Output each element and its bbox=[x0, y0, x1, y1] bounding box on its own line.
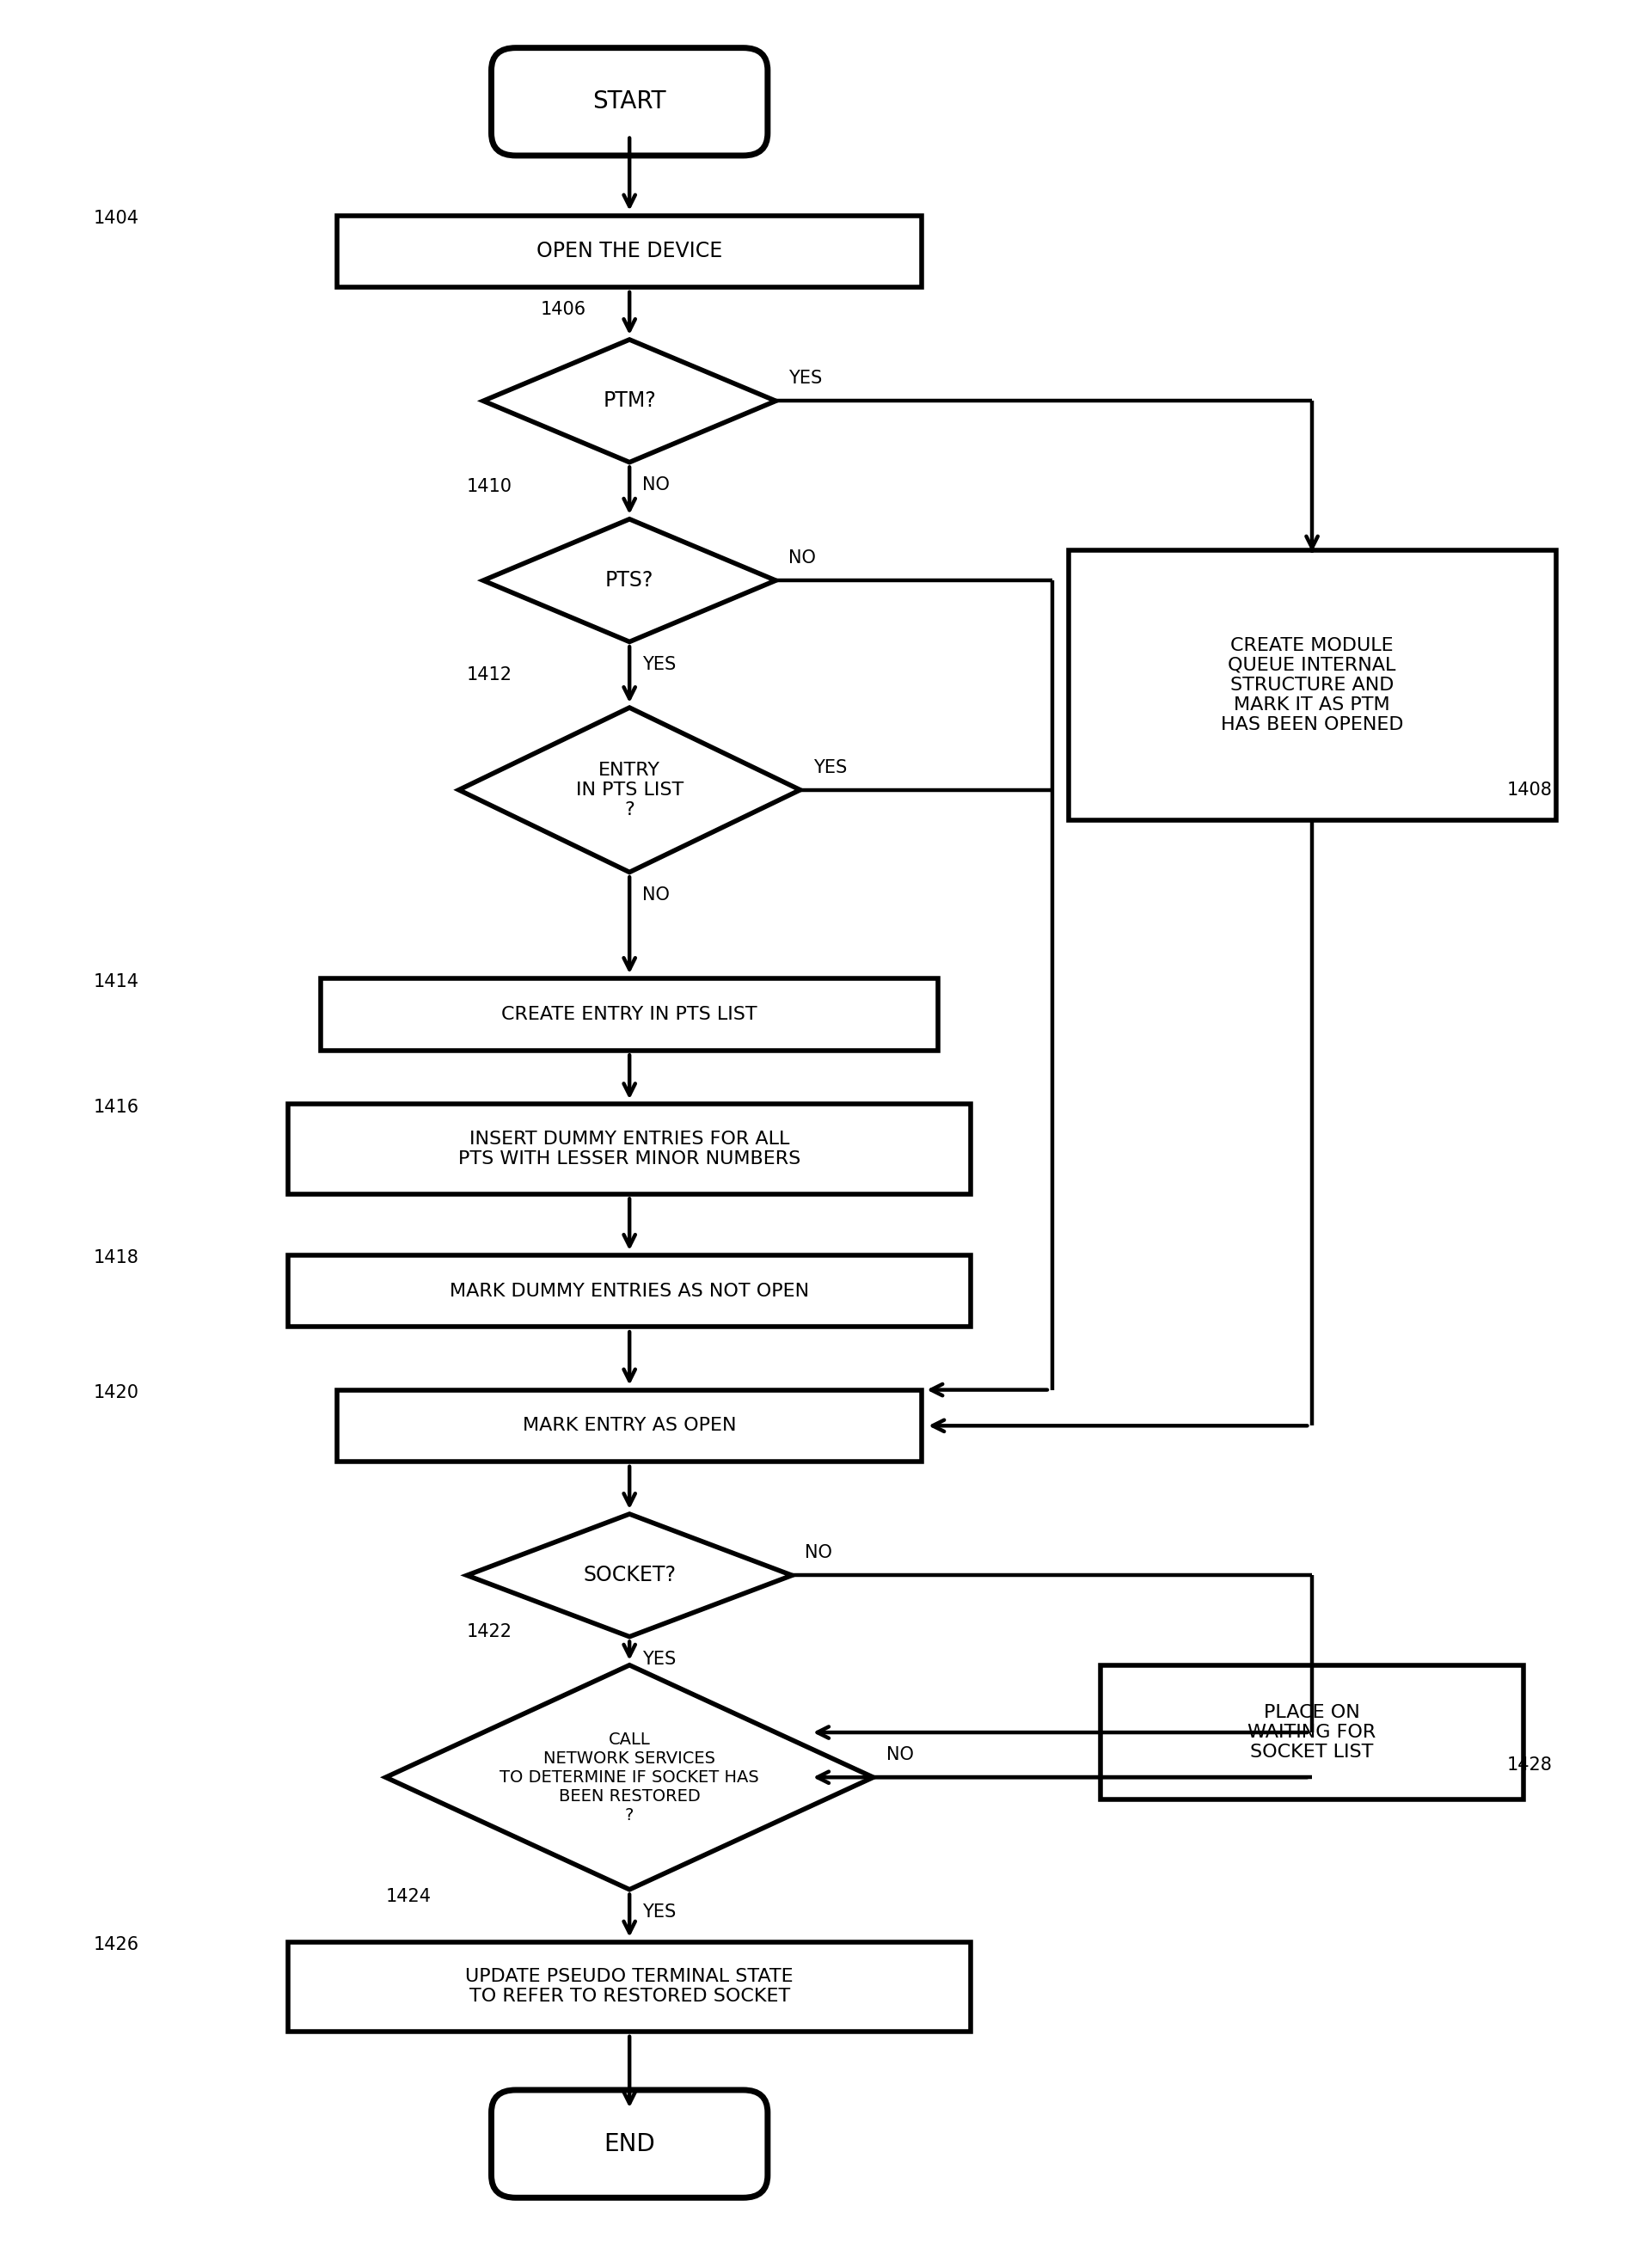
Text: 1420: 1420 bbox=[94, 1383, 139, 1402]
Text: MARK DUMMY ENTRIES AS NOT OPEN: MARK DUMMY ENTRIES AS NOT OPEN bbox=[450, 1281, 810, 1300]
Text: 1422: 1422 bbox=[467, 1624, 513, 1640]
Bar bbox=[289, 1105, 971, 1193]
Text: END: END bbox=[604, 2132, 655, 2157]
Polygon shape bbox=[483, 519, 775, 642]
Bar bbox=[1102, 1665, 1524, 1801]
Text: MARK ENTRY AS OPEN: MARK ENTRY AS OPEN bbox=[523, 1418, 737, 1433]
Bar bbox=[320, 978, 938, 1050]
Text: INSERT DUMMY ENTRIES FOR ALL
PTS WITH LESSER MINOR NUMBERS: INSERT DUMMY ENTRIES FOR ALL PTS WITH LE… bbox=[458, 1129, 801, 1168]
Text: NO: NO bbox=[643, 887, 669, 903]
Text: NO: NO bbox=[886, 1746, 914, 1765]
Text: 1418: 1418 bbox=[94, 1250, 139, 1268]
Text: YES: YES bbox=[813, 760, 848, 776]
Text: YES: YES bbox=[643, 1651, 676, 1667]
Bar bbox=[289, 1941, 971, 2032]
Text: NO: NO bbox=[805, 1545, 833, 1560]
Text: 1416: 1416 bbox=[94, 1098, 139, 1116]
Text: SOCKET?: SOCKET? bbox=[584, 1565, 676, 1585]
Polygon shape bbox=[483, 340, 775, 463]
Text: 1424: 1424 bbox=[386, 1889, 432, 1905]
Text: NO: NO bbox=[643, 476, 669, 494]
Text: YES: YES bbox=[643, 655, 676, 674]
Text: 1408: 1408 bbox=[1507, 780, 1552, 798]
Text: 1428: 1428 bbox=[1507, 1758, 1552, 1774]
Text: PTS?: PTS? bbox=[605, 569, 653, 590]
Text: CREATE ENTRY IN PTS LIST: CREATE ENTRY IN PTS LIST bbox=[501, 1005, 757, 1023]
Text: CALL
NETWORK SERVICES
TO DETERMINE IF SOCKET HAS
BEEN RESTORED
?: CALL NETWORK SERVICES TO DETERMINE IF SO… bbox=[500, 1730, 759, 1823]
Text: UPDATE PSEUDO TERMINAL STATE
TO REFER TO RESTORED SOCKET: UPDATE PSEUDO TERMINAL STATE TO REFER TO… bbox=[465, 1969, 793, 2005]
FancyBboxPatch shape bbox=[491, 2091, 768, 2198]
Text: YES: YES bbox=[643, 1903, 676, 1921]
Text: 1412: 1412 bbox=[467, 667, 513, 683]
Polygon shape bbox=[386, 1665, 874, 1889]
FancyBboxPatch shape bbox=[491, 48, 768, 156]
Text: PTM?: PTM? bbox=[604, 390, 656, 411]
Polygon shape bbox=[467, 1515, 792, 1637]
Text: NO: NO bbox=[788, 549, 816, 567]
Text: 1410: 1410 bbox=[467, 479, 513, 494]
Text: 1406: 1406 bbox=[541, 302, 585, 318]
Bar bbox=[336, 215, 922, 288]
Bar bbox=[1069, 551, 1555, 819]
Bar bbox=[289, 1254, 971, 1327]
Text: 1414: 1414 bbox=[94, 973, 139, 991]
Bar bbox=[336, 1390, 922, 1461]
Text: OPEN THE DEVICE: OPEN THE DEVICE bbox=[536, 240, 722, 261]
Text: PLACE ON
WAITING FOR
SOCKET LIST: PLACE ON WAITING FOR SOCKET LIST bbox=[1248, 1703, 1377, 1760]
Text: 1404: 1404 bbox=[94, 211, 139, 227]
Text: START: START bbox=[592, 91, 666, 113]
Polygon shape bbox=[458, 708, 800, 873]
Text: 1426: 1426 bbox=[94, 1937, 139, 1953]
Text: ENTRY
IN PTS LIST
?: ENTRY IN PTS LIST ? bbox=[576, 762, 683, 819]
Text: YES: YES bbox=[788, 370, 823, 388]
Text: CREATE MODULE
QUEUE INTERNAL
STRUCTURE AND
MARK IT AS PTM
HAS BEEN OPENED: CREATE MODULE QUEUE INTERNAL STRUCTURE A… bbox=[1220, 637, 1403, 733]
